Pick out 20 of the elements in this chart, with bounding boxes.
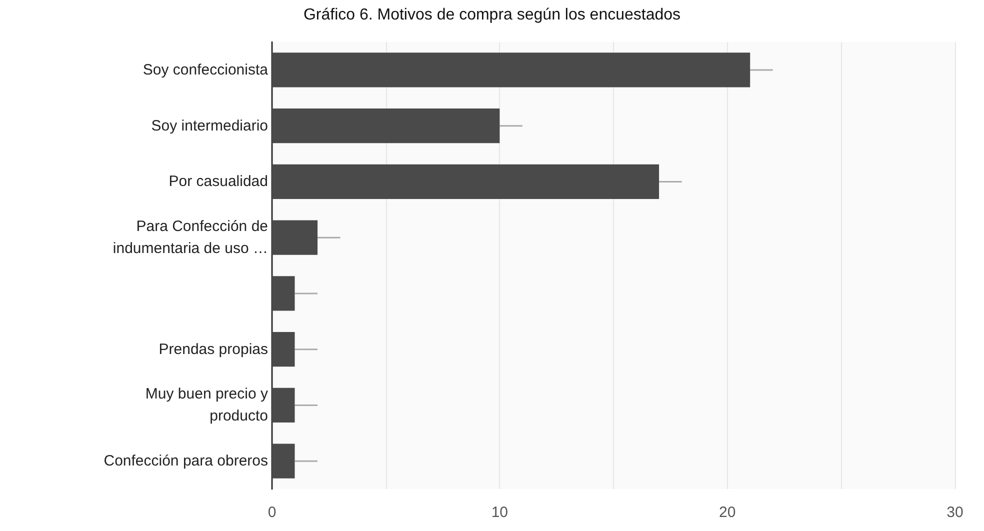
y-tick-label: Muy buen precio y producto	[145, 386, 268, 425]
chart-title: Gráfico 6. Motivos de compra según los encuestados	[303, 6, 681, 24]
y-tick-label: Soy confeccionista	[142, 61, 269, 78]
bar	[272, 108, 500, 144]
bar	[272, 332, 295, 367]
bar	[272, 388, 295, 423]
x-tick-label: 20	[718, 504, 736, 521]
y-tick-label: Para Confección de indumentaria de uso …	[112, 218, 268, 258]
y-tick-label: Soy intermediario	[151, 117, 268, 134]
bar	[272, 52, 750, 88]
bar	[272, 276, 295, 311]
y-tick-label: Por casualidad	[168, 173, 268, 190]
y-tick-label: Confección para obreros	[104, 452, 268, 470]
y-tick-label: Prendas propias	[158, 340, 268, 358]
x-tick-label: 30	[946, 504, 964, 521]
bar	[272, 220, 318, 255]
x-tick-label: 0	[268, 504, 276, 521]
bar	[272, 164, 660, 200]
x-tick-label: 10	[491, 504, 508, 521]
bar	[272, 444, 295, 478]
